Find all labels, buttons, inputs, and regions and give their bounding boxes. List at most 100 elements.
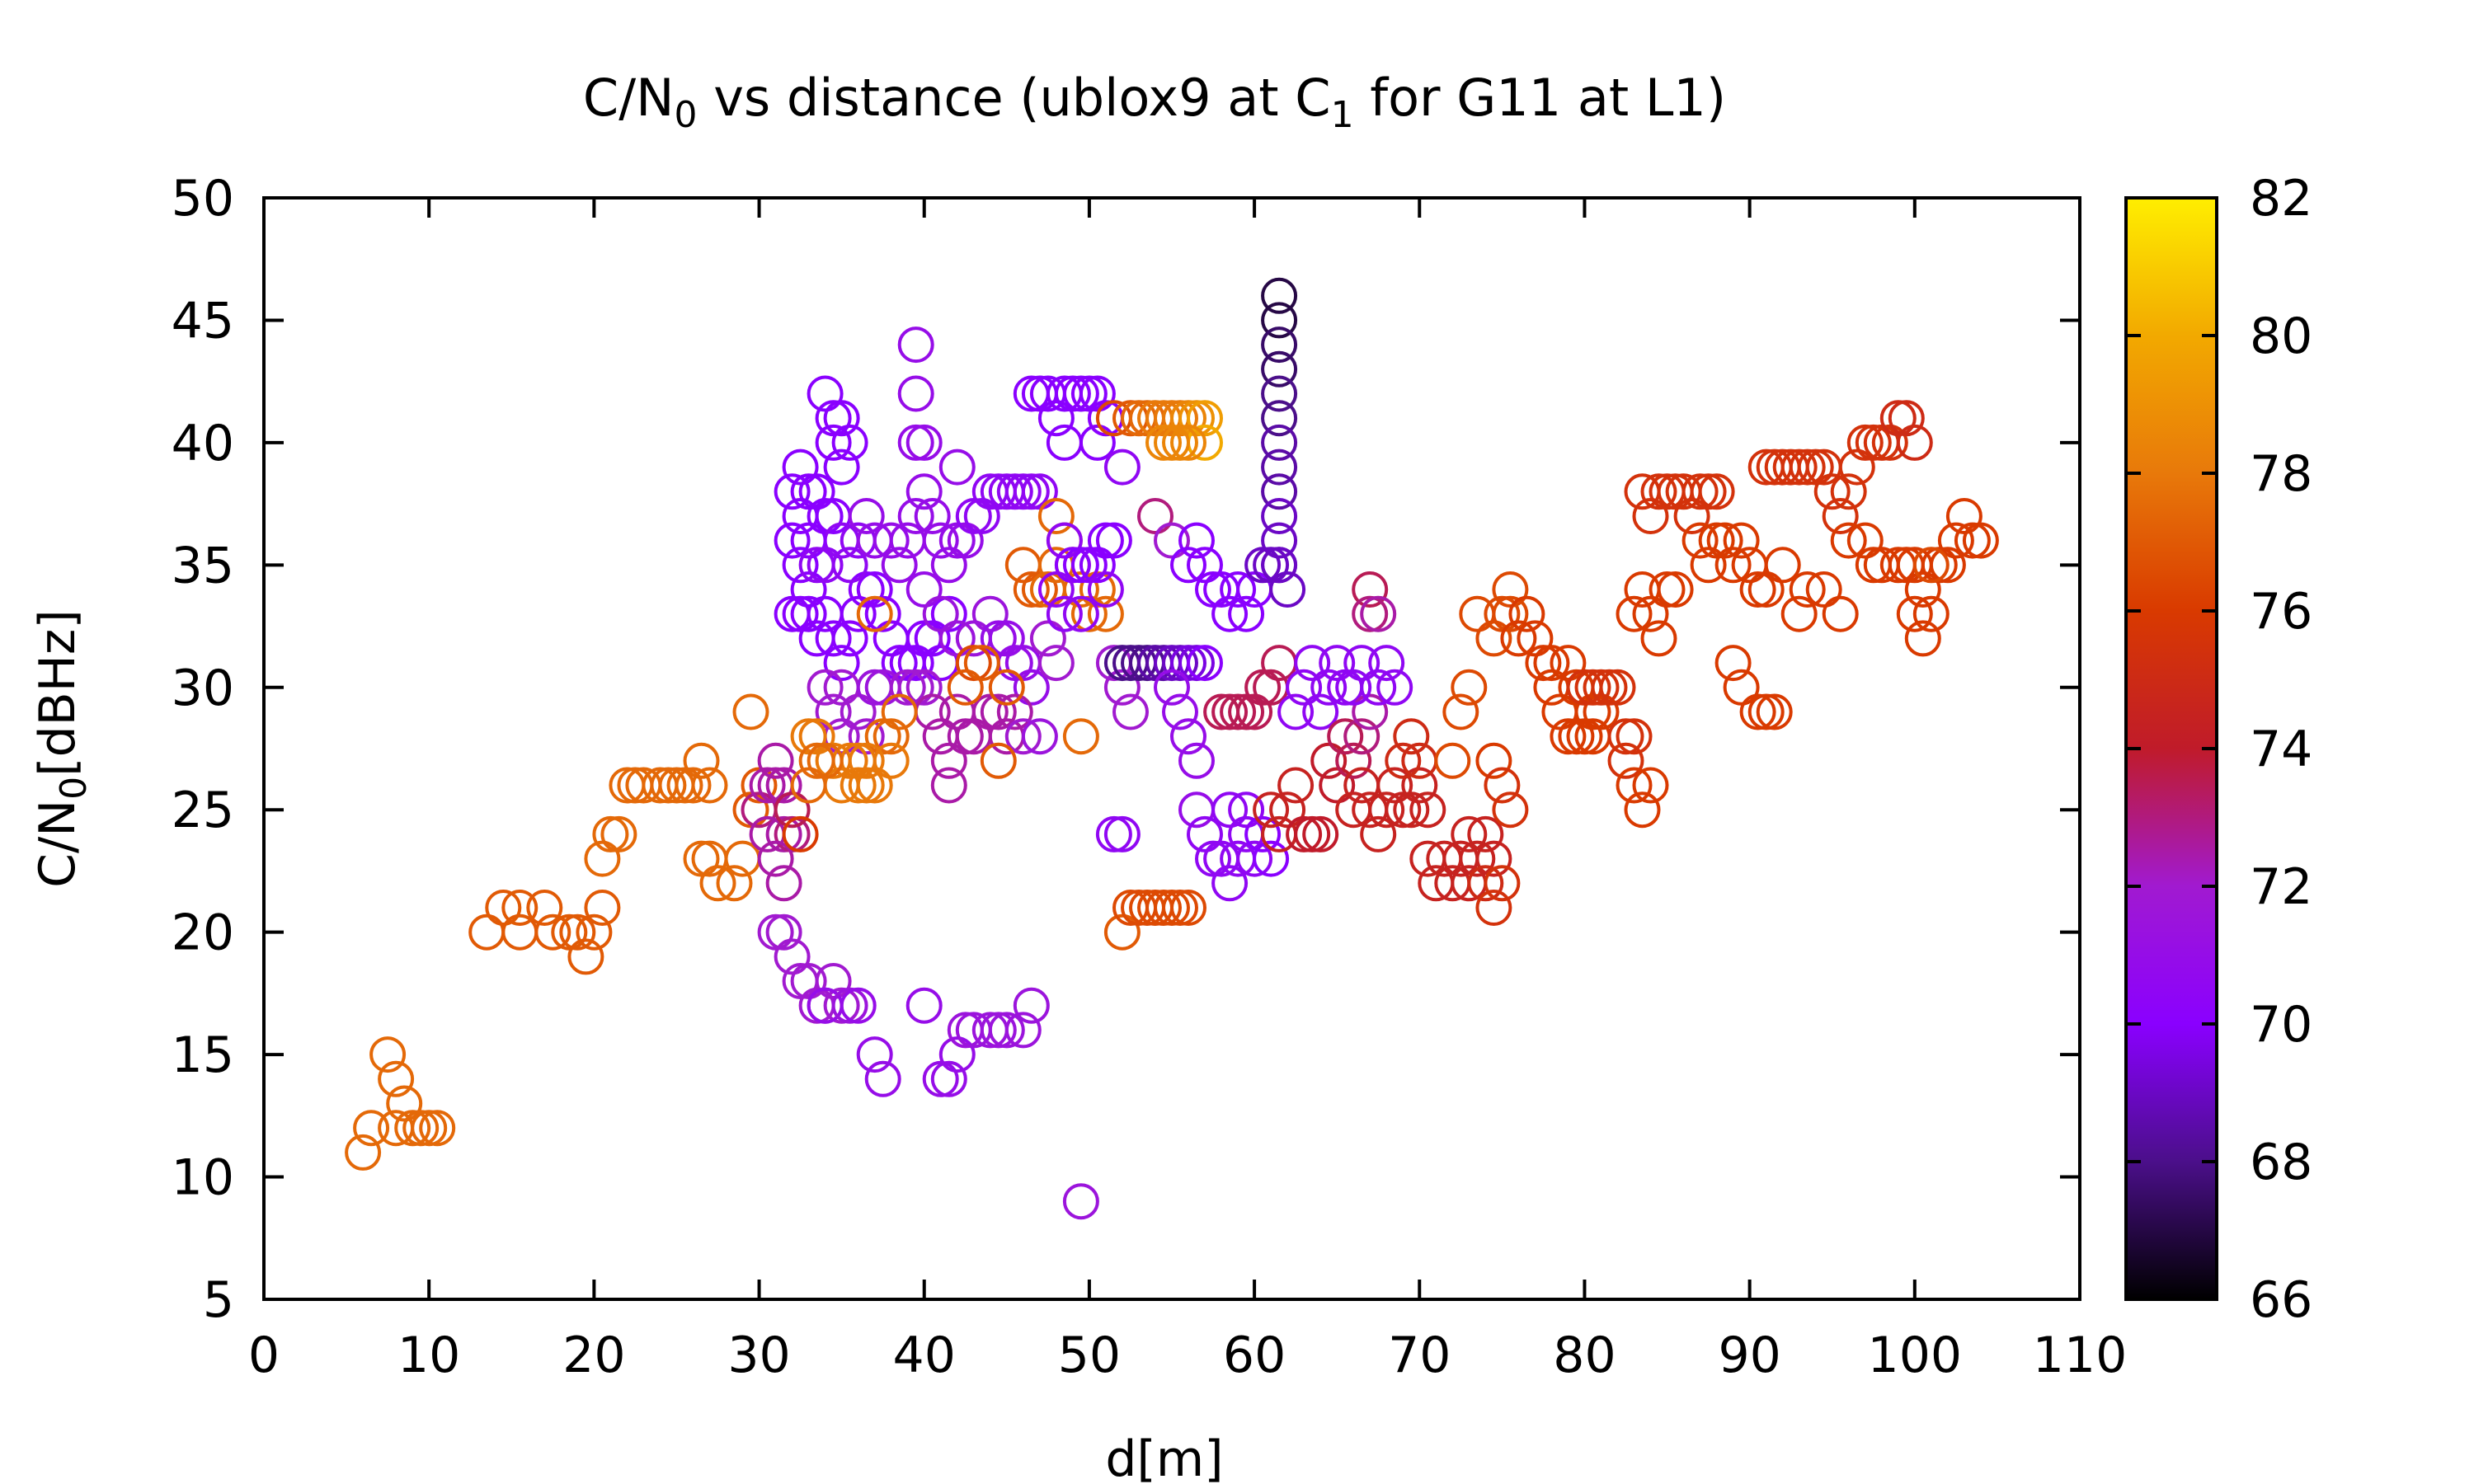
data-point (1624, 791, 1661, 829)
data-point (1154, 522, 1190, 559)
title-middle-sub: 1 (1331, 94, 1354, 136)
data-point (1286, 669, 1323, 706)
data-point (1352, 693, 1389, 730)
data-point (1013, 987, 1050, 1024)
data-point (1029, 620, 1066, 657)
data-point (1004, 1012, 1042, 1049)
data-point (1517, 620, 1554, 657)
data-point (1037, 498, 1075, 534)
data-point (683, 840, 720, 877)
data-point (1855, 424, 1892, 461)
data-point (807, 547, 844, 584)
y-tick-label: 35 (172, 537, 234, 594)
data-point (897, 424, 934, 461)
x-tick-label: 70 (1388, 1327, 1451, 1384)
data-point (1607, 718, 1644, 755)
data-point (1574, 669, 1611, 706)
data-point (840, 767, 877, 804)
data-point (1087, 595, 1124, 632)
data-point (1376, 767, 1413, 804)
data-point (1846, 522, 1884, 559)
data-point (699, 865, 736, 902)
data-point (1046, 595, 1083, 632)
data-point (1170, 424, 1206, 461)
data-point (1103, 448, 1141, 486)
data-point (1583, 693, 1620, 730)
data-point (798, 473, 835, 510)
data-point (930, 547, 967, 584)
data-point (1170, 718, 1206, 755)
colorbar-tick-label: 68 (2250, 1134, 2312, 1191)
data-point (1211, 595, 1249, 632)
data-point (765, 767, 802, 804)
x-axis-title: d[m] (1105, 1430, 1223, 1484)
data-point (559, 913, 596, 951)
x-tick-label: 10 (397, 1327, 460, 1384)
data-point (815, 742, 852, 779)
data-point (1492, 791, 1529, 829)
data-point (1566, 718, 1603, 755)
data-point (1261, 448, 1298, 486)
data-point (790, 571, 827, 608)
data-point (1327, 718, 1364, 755)
data-point (897, 645, 934, 682)
data-point (1739, 571, 1776, 608)
ylabel-main: C/N (29, 800, 87, 888)
data-point (782, 448, 819, 486)
data-point (905, 424, 943, 461)
data-point (790, 522, 827, 559)
data-point (1475, 742, 1512, 779)
data-point (1747, 571, 1785, 608)
data-point (1178, 522, 1215, 559)
data-point (1632, 498, 1669, 534)
data-point (848, 498, 885, 534)
data-point (930, 595, 967, 632)
data-point (1087, 522, 1124, 559)
x-tick-label: 40 (893, 1327, 956, 1384)
data-point (1062, 547, 1099, 584)
data-point (1162, 424, 1198, 461)
data-point (1335, 742, 1372, 779)
data-point (1673, 498, 1710, 534)
data-point (378, 1060, 415, 1097)
data-point (1335, 669, 1372, 706)
data-point (1525, 645, 1562, 682)
data-point (1550, 645, 1587, 682)
data-point (1888, 400, 1925, 437)
points-layer (345, 277, 1999, 1220)
data-point (1244, 815, 1282, 852)
data-point (1004, 473, 1042, 510)
data-point (1368, 791, 1405, 829)
data-point (1830, 522, 1867, 559)
data-point (938, 522, 976, 559)
data-point (1954, 522, 1991, 559)
data-point (971, 595, 1009, 632)
data-point (774, 938, 811, 975)
data-point (1261, 498, 1298, 534)
data-point (1103, 669, 1141, 706)
data-point (1070, 375, 1108, 412)
data-point (881, 645, 918, 682)
data-point (1004, 718, 1042, 755)
data-point (1154, 890, 1190, 926)
data-point (1492, 571, 1529, 608)
data-point (889, 669, 926, 706)
y-tick-label: 45 (172, 292, 234, 350)
data-point (1145, 424, 1182, 461)
data-point (1095, 522, 1132, 559)
data-point (1310, 669, 1348, 706)
data-point (1253, 547, 1290, 584)
data-point (1607, 742, 1644, 779)
data-point (872, 742, 910, 779)
data-point (1747, 693, 1785, 730)
data-point (1187, 547, 1223, 584)
data-point (1649, 571, 1686, 608)
data-point (1475, 890, 1512, 926)
data-point (897, 498, 934, 534)
data-point (1500, 620, 1537, 657)
colorbar: 66 68 70 72 74 76 78 80 82 (2124, 170, 2312, 1329)
y-tick-label: 5 (203, 1271, 234, 1329)
data-point (386, 1085, 423, 1122)
data-point (823, 645, 860, 682)
data-point (848, 767, 885, 804)
